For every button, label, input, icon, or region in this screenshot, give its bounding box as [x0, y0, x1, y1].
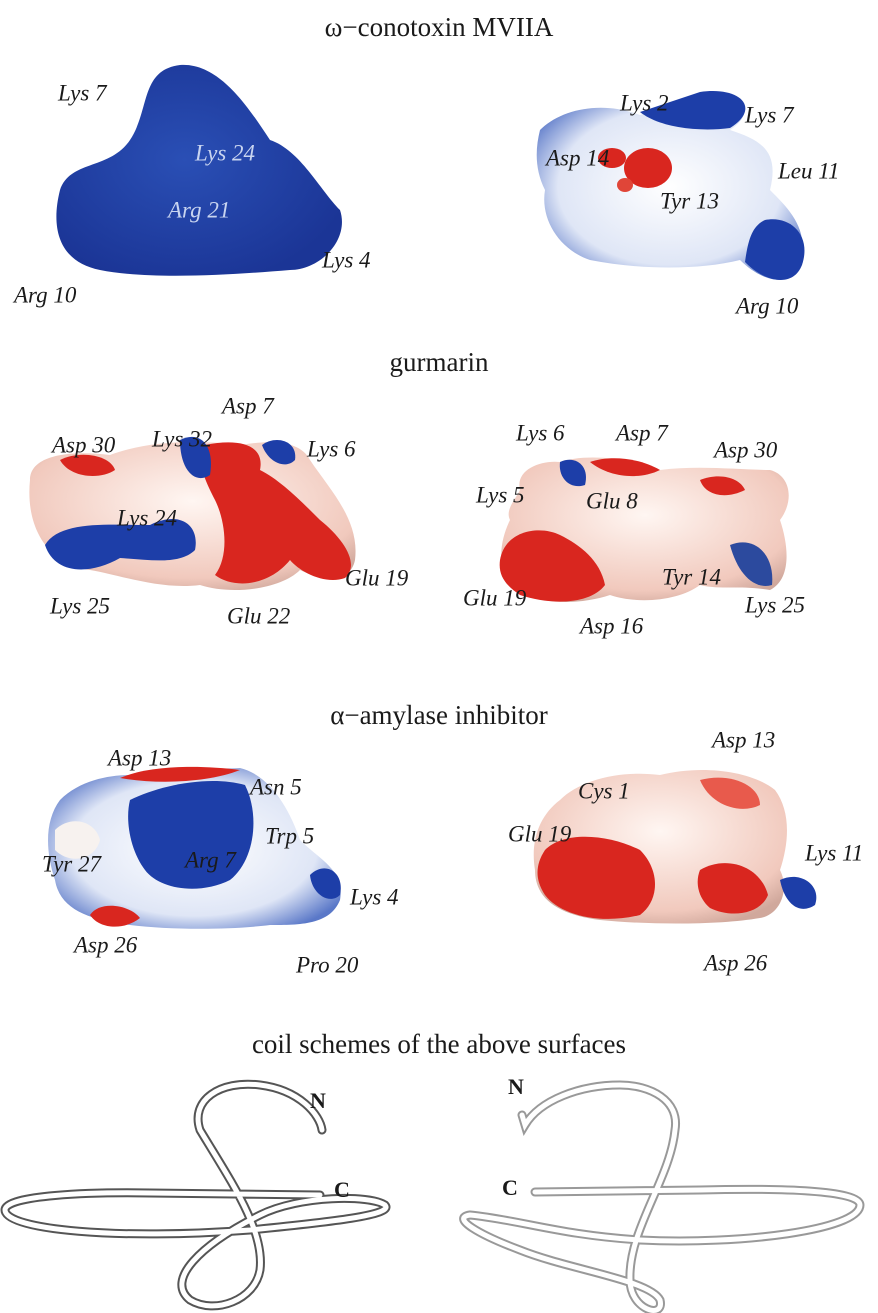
residue-label: Asp 26	[72, 932, 138, 957]
residue-label: Pro 20	[295, 952, 359, 977]
residue-label: Asp 13	[710, 727, 775, 752]
residue-label: Arg 21	[166, 197, 230, 222]
residue-label: Lys 25	[49, 593, 110, 618]
coil-label: N	[310, 1088, 326, 1113]
residue-label: Leu 11	[777, 158, 840, 183]
residue-label: Arg 10	[734, 293, 799, 318]
residue-label: Asp 30	[50, 432, 116, 457]
residue-label: Arg 7	[183, 847, 237, 872]
residue-label: Asp 26	[702, 950, 768, 975]
residue-label: Lys 7	[57, 80, 108, 105]
residue-label: Trp 5	[265, 823, 314, 848]
residue-label: Glu 19	[345, 565, 409, 590]
residue-label: Glu 8	[586, 488, 638, 513]
residue-label: Lys 6	[306, 436, 356, 461]
coil	[464, 1085, 860, 1310]
coil	[5, 1084, 386, 1306]
residue-label: Lys 4	[321, 247, 371, 272]
panel-title: coil schemes of the above surfaces	[252, 1029, 626, 1059]
residue-label: Lys 4	[349, 884, 399, 909]
residue-label: Tyr 13	[660, 188, 719, 213]
residue-label: Lys 24	[116, 505, 177, 530]
residue-label: Lys 24	[194, 140, 255, 165]
residue-label: Glu 19	[463, 585, 527, 610]
residue-label: Lys 7	[744, 102, 795, 127]
residue-label: Cys 1	[578, 778, 630, 803]
residue-label: Lys 6	[515, 420, 565, 445]
panel-title: ω−conotoxin MVIIA	[325, 12, 554, 42]
residue-label: Lys 5	[475, 482, 525, 507]
surface	[500, 457, 789, 601]
residue-label: Glu 19	[508, 821, 572, 846]
residue-label: Tyr 14	[662, 564, 721, 589]
residue-label: Lys 32	[151, 426, 212, 451]
residue-label: Lys 11	[804, 840, 863, 865]
residue-label: Glu 22	[227, 603, 290, 628]
coil-label: N	[508, 1074, 524, 1099]
surface	[534, 770, 817, 924]
residue-label: Asp 30	[712, 437, 778, 462]
residue-label: Asp 7	[220, 393, 275, 418]
residue-label: Arg 10	[12, 282, 77, 307]
residue-label: Asp 7	[614, 420, 669, 445]
coil-label: C	[334, 1177, 350, 1202]
residue-label: Lys 25	[744, 592, 805, 617]
residue-label: Asp 14	[544, 145, 609, 170]
figure: ω−conotoxin MVIIA Lys 7 Lys 24 Arg 21 Ly…	[0, 0, 878, 1313]
residue-label: Lys 2	[619, 90, 669, 115]
panel-title: gurmarin	[390, 347, 489, 377]
residue-label: Asp 13	[106, 745, 171, 770]
residue-label: Asn 5	[248, 774, 302, 799]
residue-label: Tyr 27	[42, 851, 102, 876]
panel-title: α−amylase inhibitor	[330, 700, 548, 730]
residue-label: Asp 16	[578, 613, 644, 638]
coil-label: C	[502, 1175, 518, 1200]
